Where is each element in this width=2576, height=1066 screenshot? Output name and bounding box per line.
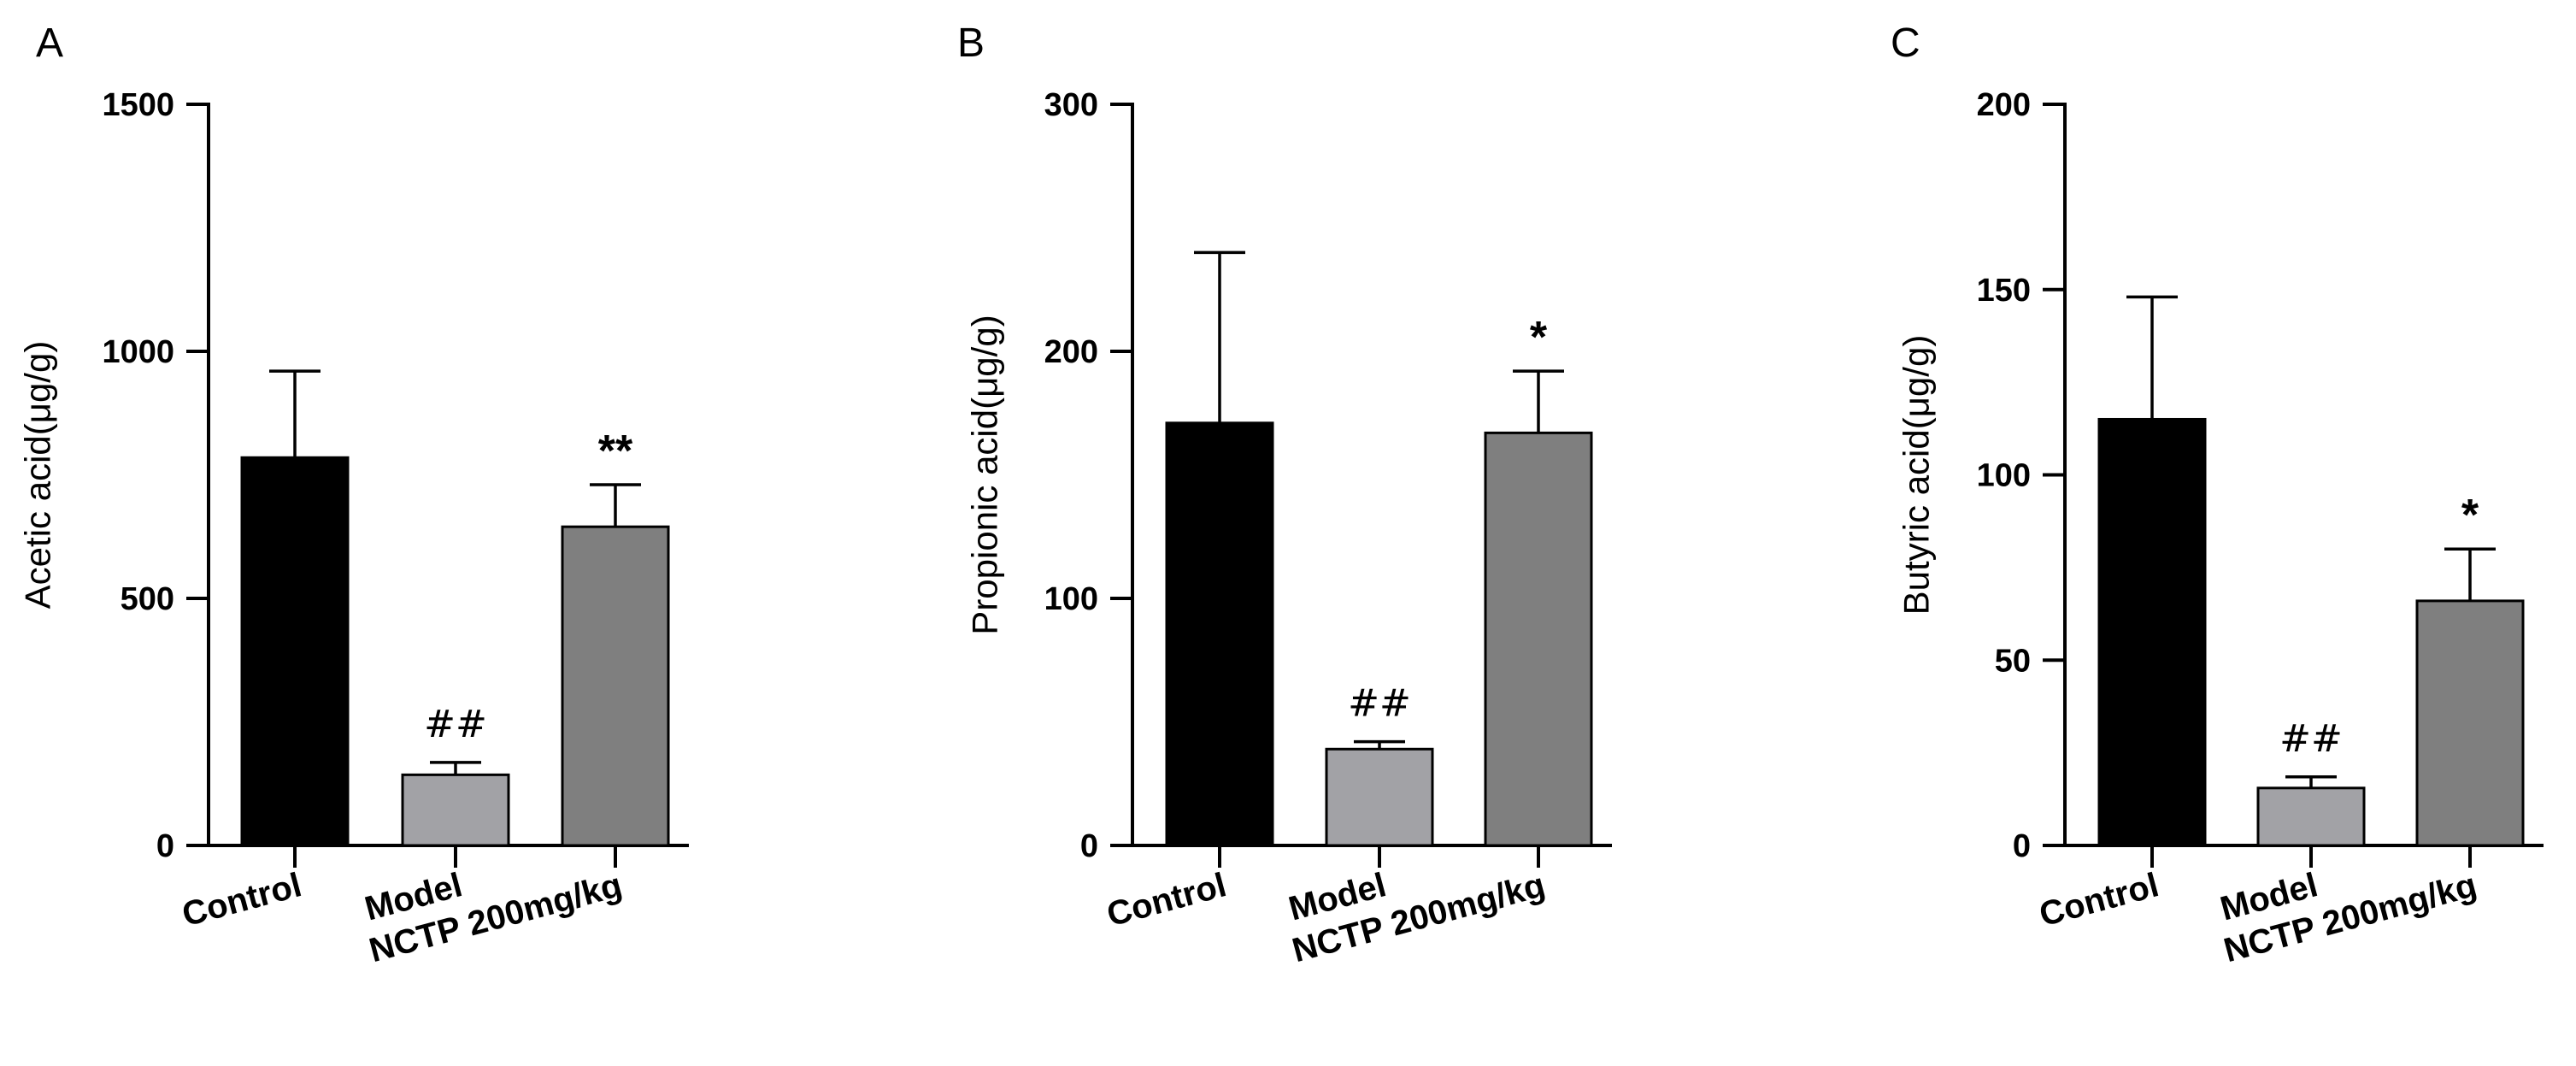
y-tick-label: 200: [1044, 334, 1098, 370]
y-tick-label: 300: [1044, 87, 1098, 123]
y-tick-label: 0: [156, 828, 174, 864]
panel-letter: C: [1891, 21, 1920, 66]
bar-nctp-200mg-kg: [1484, 431, 1593, 847]
bar-model: [1325, 747, 1434, 847]
y-axis-label: Acetic acid(μg/g): [18, 341, 58, 610]
y-tick-label: 100: [1044, 581, 1098, 617]
y-tick-label: 0: [1080, 828, 1098, 864]
y-tick-label: 50: [1995, 643, 2031, 679]
panel-letter: A: [36, 21, 63, 66]
bar-control: [1165, 421, 1274, 847]
bar-model: [2256, 786, 2366, 847]
y-tick-label: 200: [1977, 87, 2031, 123]
y-tick-label: 500: [121, 581, 174, 617]
x-tick-label: Control: [2036, 866, 2163, 933]
bar-control: [2097, 417, 2207, 847]
x-tick-label: Control: [179, 866, 306, 933]
bar-control: [240, 456, 350, 847]
significance-star: *: [1530, 313, 1548, 362]
bar-model: [401, 773, 510, 847]
y-tick-label: 0: [2013, 828, 2031, 864]
y-tick-label: 1000: [102, 334, 174, 370]
significance-star: *: [2461, 491, 2479, 540]
bar-nctp-200mg-kg: [561, 525, 670, 847]
y-tick-label: 100: [1977, 458, 2031, 494]
y-axis-label: Propionic acid(μg/g): [965, 315, 1005, 634]
x-tick-label: Control: [1103, 866, 1231, 933]
significance-hash: ##: [424, 703, 487, 746]
y-tick-label: 150: [1977, 273, 2031, 309]
bar-nctp-200mg-kg: [2415, 599, 2525, 847]
y-tick-label: 1500: [102, 87, 174, 123]
significance-star: **: [598, 427, 633, 476]
significance-hash: ##: [2279, 717, 2343, 761]
y-axis-label: Butyric acid(μg/g): [1897, 335, 1937, 615]
significance-hash: ##: [1348, 682, 1411, 726]
panel-letter: B: [957, 21, 985, 66]
